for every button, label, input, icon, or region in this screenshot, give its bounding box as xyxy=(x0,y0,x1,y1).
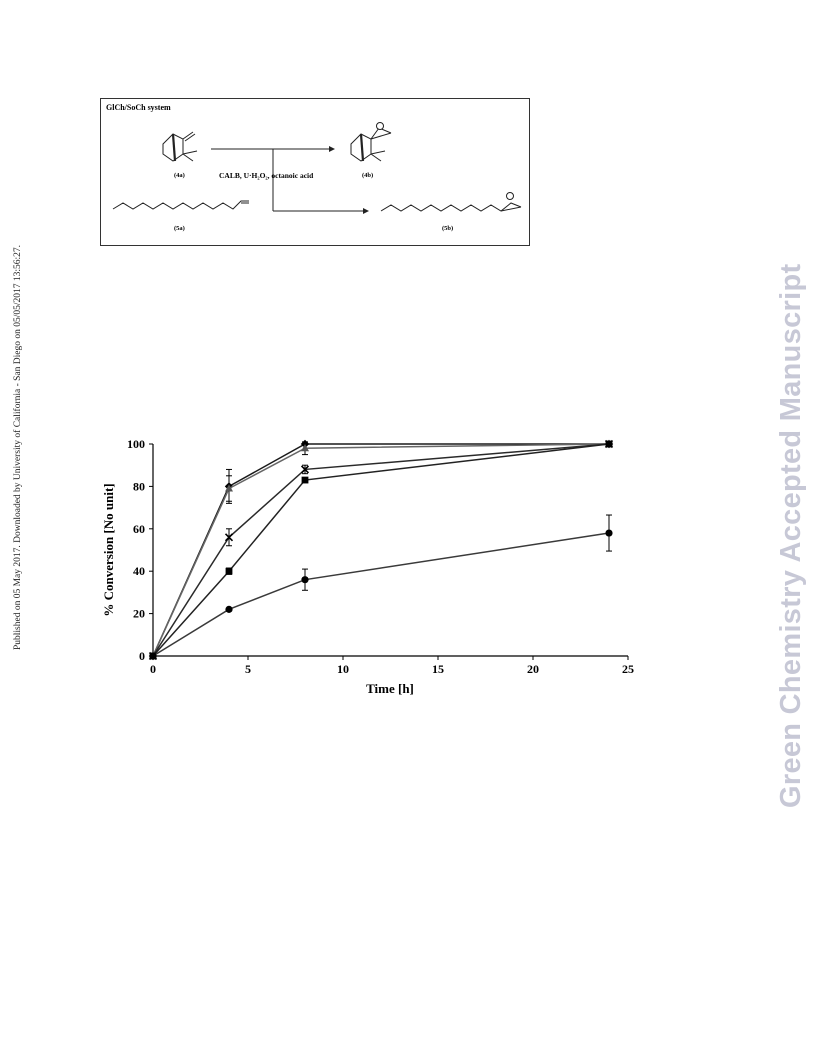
series-2-point-1 xyxy=(224,533,234,542)
series-4-point-0 xyxy=(149,652,157,660)
x-tick-label-4: 20 xyxy=(527,662,539,676)
label-5a: (5a) xyxy=(174,225,185,232)
y-tick-label-4: 80 xyxy=(133,479,145,493)
scheme-title: GlCh/SoCh system xyxy=(106,103,171,112)
series-1-point-2 xyxy=(301,444,309,452)
series-3-point-3 xyxy=(605,440,613,448)
x-tick-label-0: 0 xyxy=(150,662,156,676)
arrow-head-bottom xyxy=(363,208,369,214)
journal-watermark: Green Chemistry Accepted Manuscript xyxy=(775,263,807,808)
series-4-point-3 xyxy=(605,529,613,537)
series-3-line xyxy=(152,443,610,657)
series-1-point-1 xyxy=(225,484,233,492)
y-tick-label-1: 20 xyxy=(133,607,145,621)
y-tick-label-5: 100 xyxy=(127,437,145,451)
series-2-point-2 xyxy=(300,465,310,474)
y-tick-label-3: 60 xyxy=(133,522,145,536)
epoxide-oxygen-5b xyxy=(506,192,514,200)
series-4-point-2 xyxy=(301,576,309,584)
label-5b: (5b) xyxy=(442,225,454,232)
label-4a: (4a) xyxy=(174,172,185,179)
x-tick-label-2: 10 xyxy=(337,662,349,676)
publication-note: Published on 05 May 2017. Downloaded by … xyxy=(13,244,23,650)
y-tick-label-2: 40 xyxy=(133,564,145,578)
series-3-point-1 xyxy=(225,567,233,575)
arrow-head-top xyxy=(329,146,335,152)
conversion-chart: 0 5 10 15 20 25 0 20 40 60 80 100 Time [h] % Conver… xyxy=(101,437,634,696)
x-tick-label-3: 15 xyxy=(432,662,444,676)
label-4b: (4b) xyxy=(362,172,374,179)
x-tick-label-1: 5 xyxy=(245,662,251,676)
series-3-point-2 xyxy=(301,476,309,484)
y-tick-label-0: 0 xyxy=(139,649,145,663)
reaction-conditions: CALB, U·H₂O₂, octanoic acid xyxy=(219,171,314,180)
series-4-point-1 xyxy=(225,605,233,613)
compound-4b-structure xyxy=(350,127,392,162)
series-2-line xyxy=(152,443,610,657)
series-4-line xyxy=(152,532,610,657)
y-axis-label: % Conversion [No unit] xyxy=(101,483,116,616)
compound-5a-structure xyxy=(112,200,249,210)
x-axis-label: Time [h] xyxy=(366,681,414,696)
series-1-line xyxy=(152,443,610,657)
reaction-scheme: GlCh/SoCh system xyxy=(100,98,530,246)
compound-5b-structure xyxy=(380,202,522,212)
epoxide-oxygen-4b xyxy=(376,122,384,130)
x-tick-label-5: 25 xyxy=(622,662,634,676)
compound-4a-structure xyxy=(162,131,198,162)
reaction-scheme-drawing xyxy=(112,122,522,214)
